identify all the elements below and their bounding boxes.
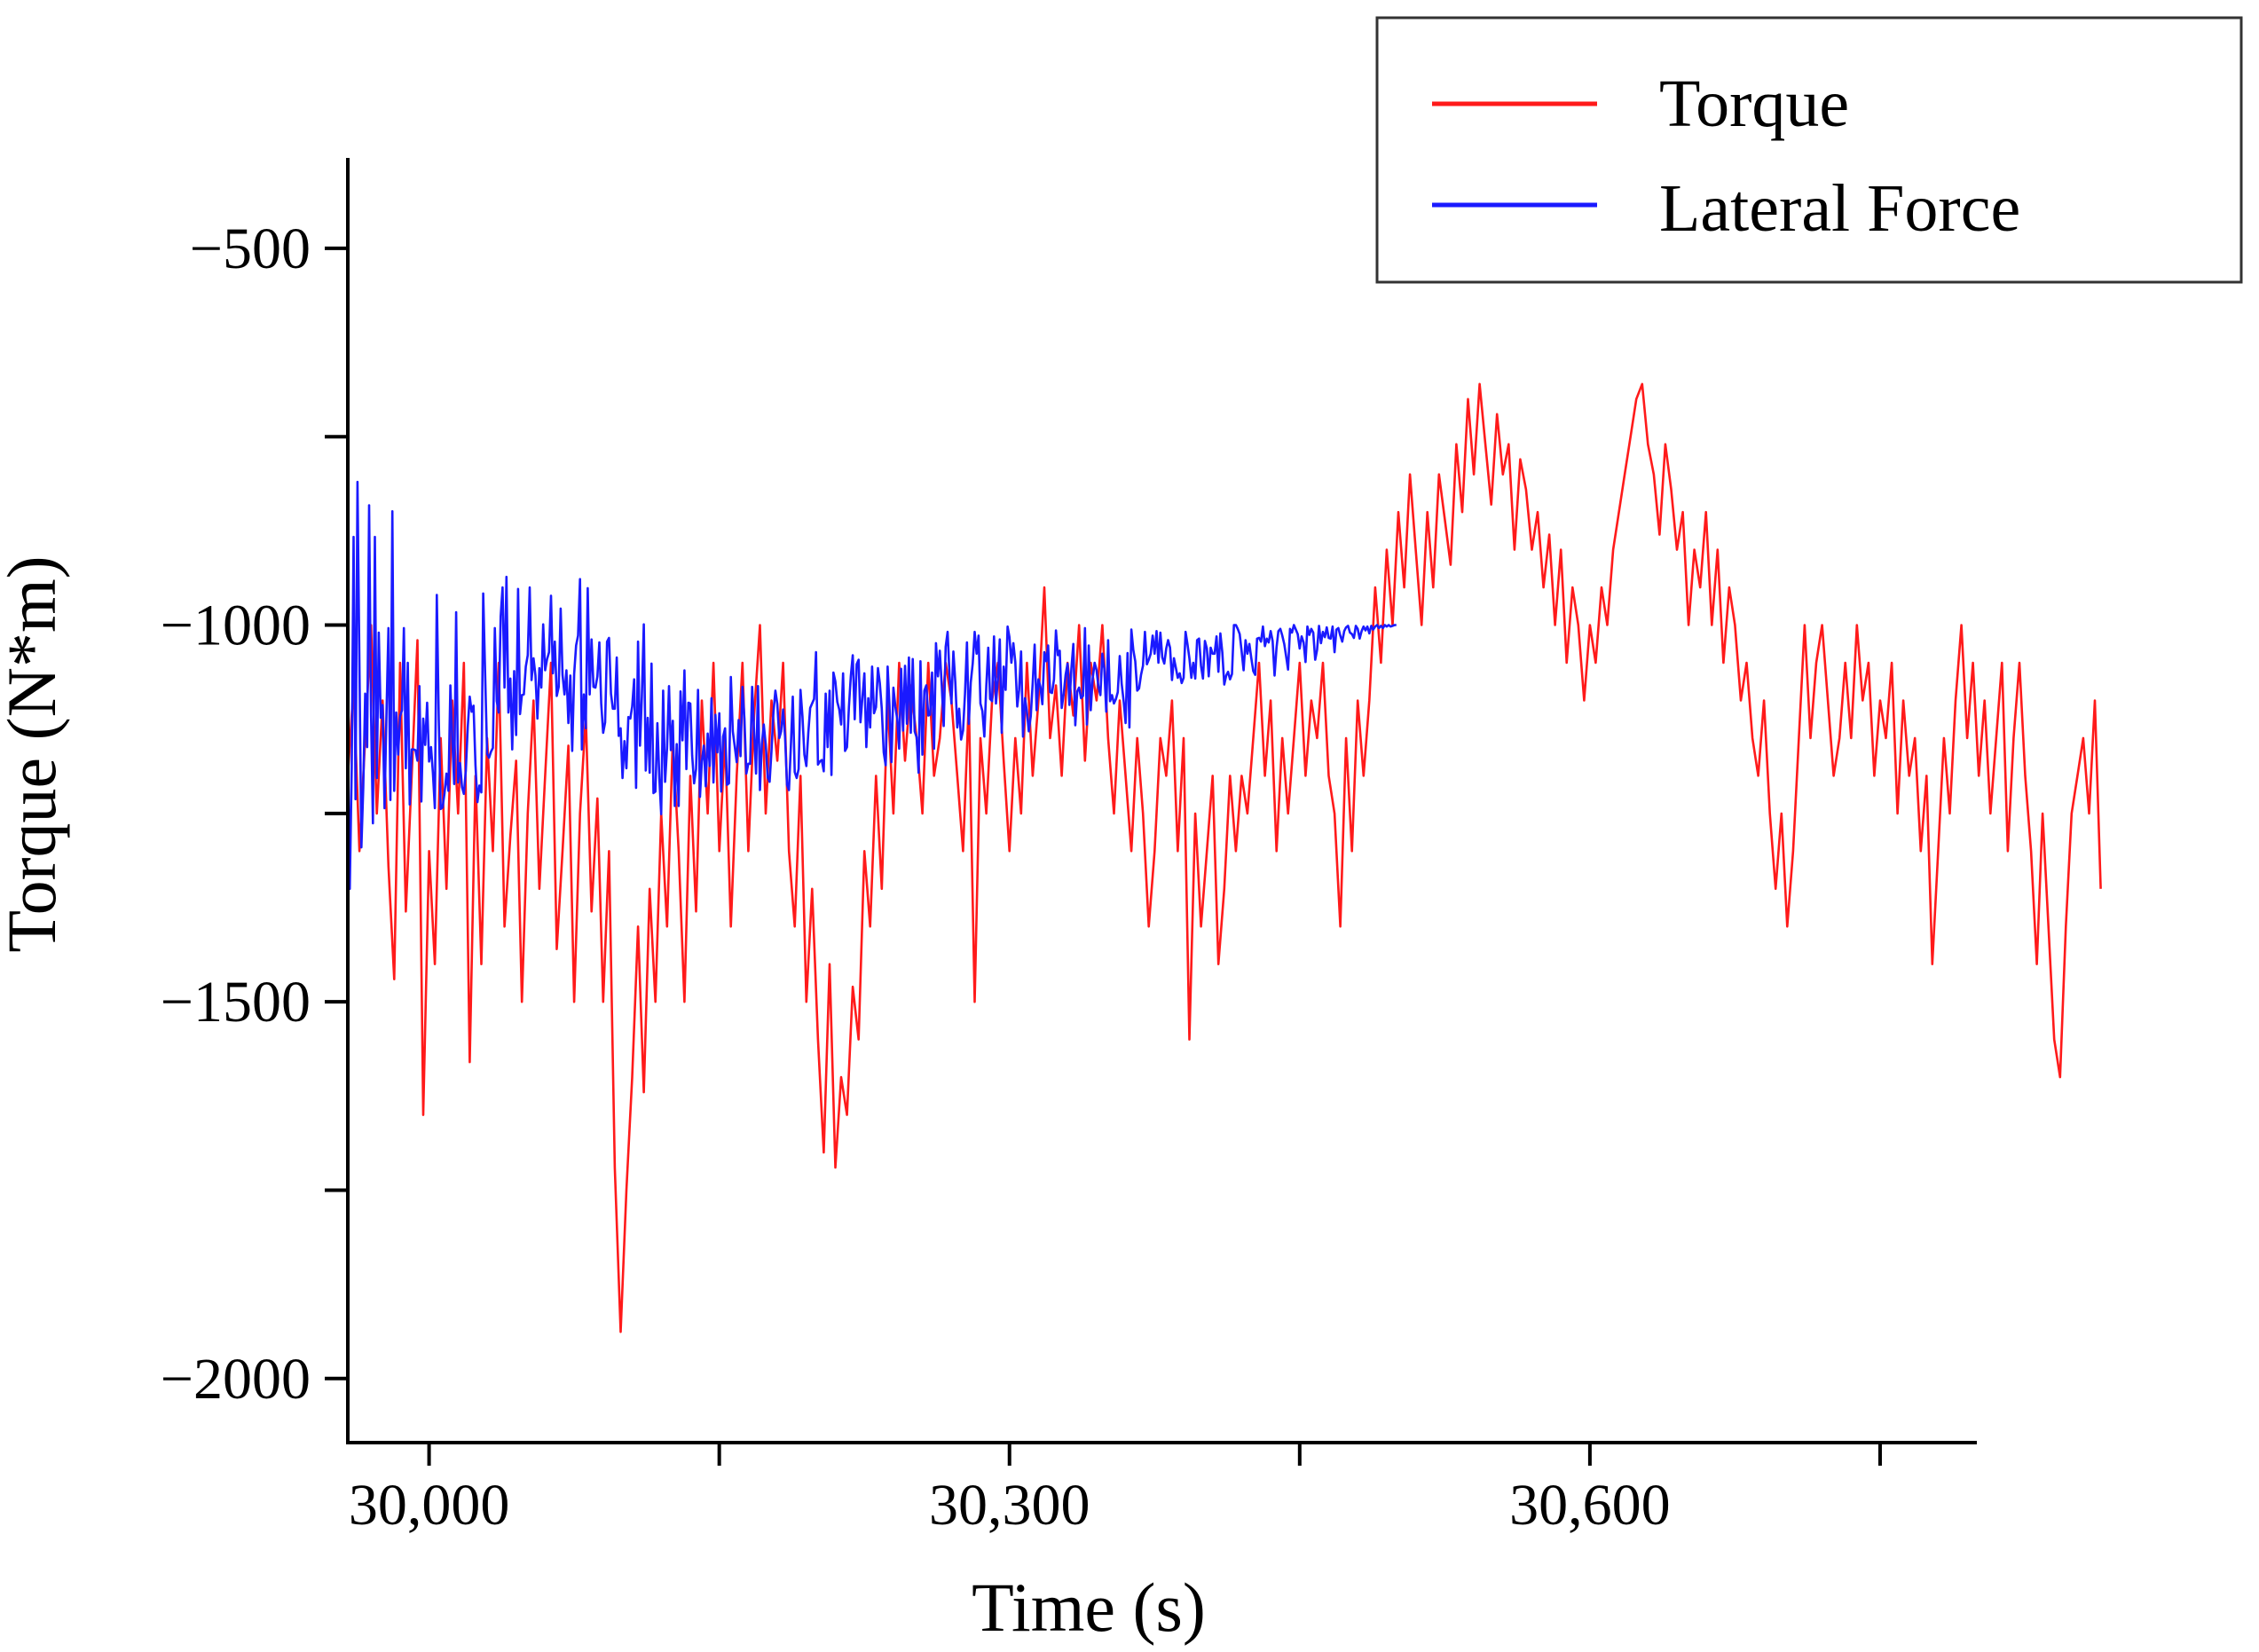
x-axis-title: Time (s) — [972, 1569, 1206, 1646]
axes — [325, 158, 1977, 1466]
tick-labels: 30,000 30,300 30,600 −500 −1000 −1500 −2000 — [161, 216, 1671, 1538]
x-tick-label: 30,600 — [1509, 1473, 1671, 1538]
x-tick-label: 30,300 — [929, 1473, 1090, 1538]
legend-label-lateral-force: Lateral Force — [1659, 171, 2020, 246]
legend-box — [1375, 16, 2243, 284]
x-tick-label: 30,000 — [349, 1473, 510, 1538]
y-tick-label: −500 — [190, 216, 311, 281]
y-tick-label: −1500 — [161, 970, 311, 1034]
y-axis-title: Torque (N*m) — [0, 555, 70, 952]
legend-label-torque: Torque — [1659, 67, 1849, 141]
series-line-lateral-force — [346, 480, 1397, 891]
legend: Torque Lateral Force — [1375, 16, 2243, 284]
y-tick-label: −2000 — [161, 1347, 311, 1412]
series-line-torque — [346, 382, 2102, 1333]
y-tick-label: −1000 — [161, 594, 311, 658]
plot-series — [346, 382, 2102, 1333]
